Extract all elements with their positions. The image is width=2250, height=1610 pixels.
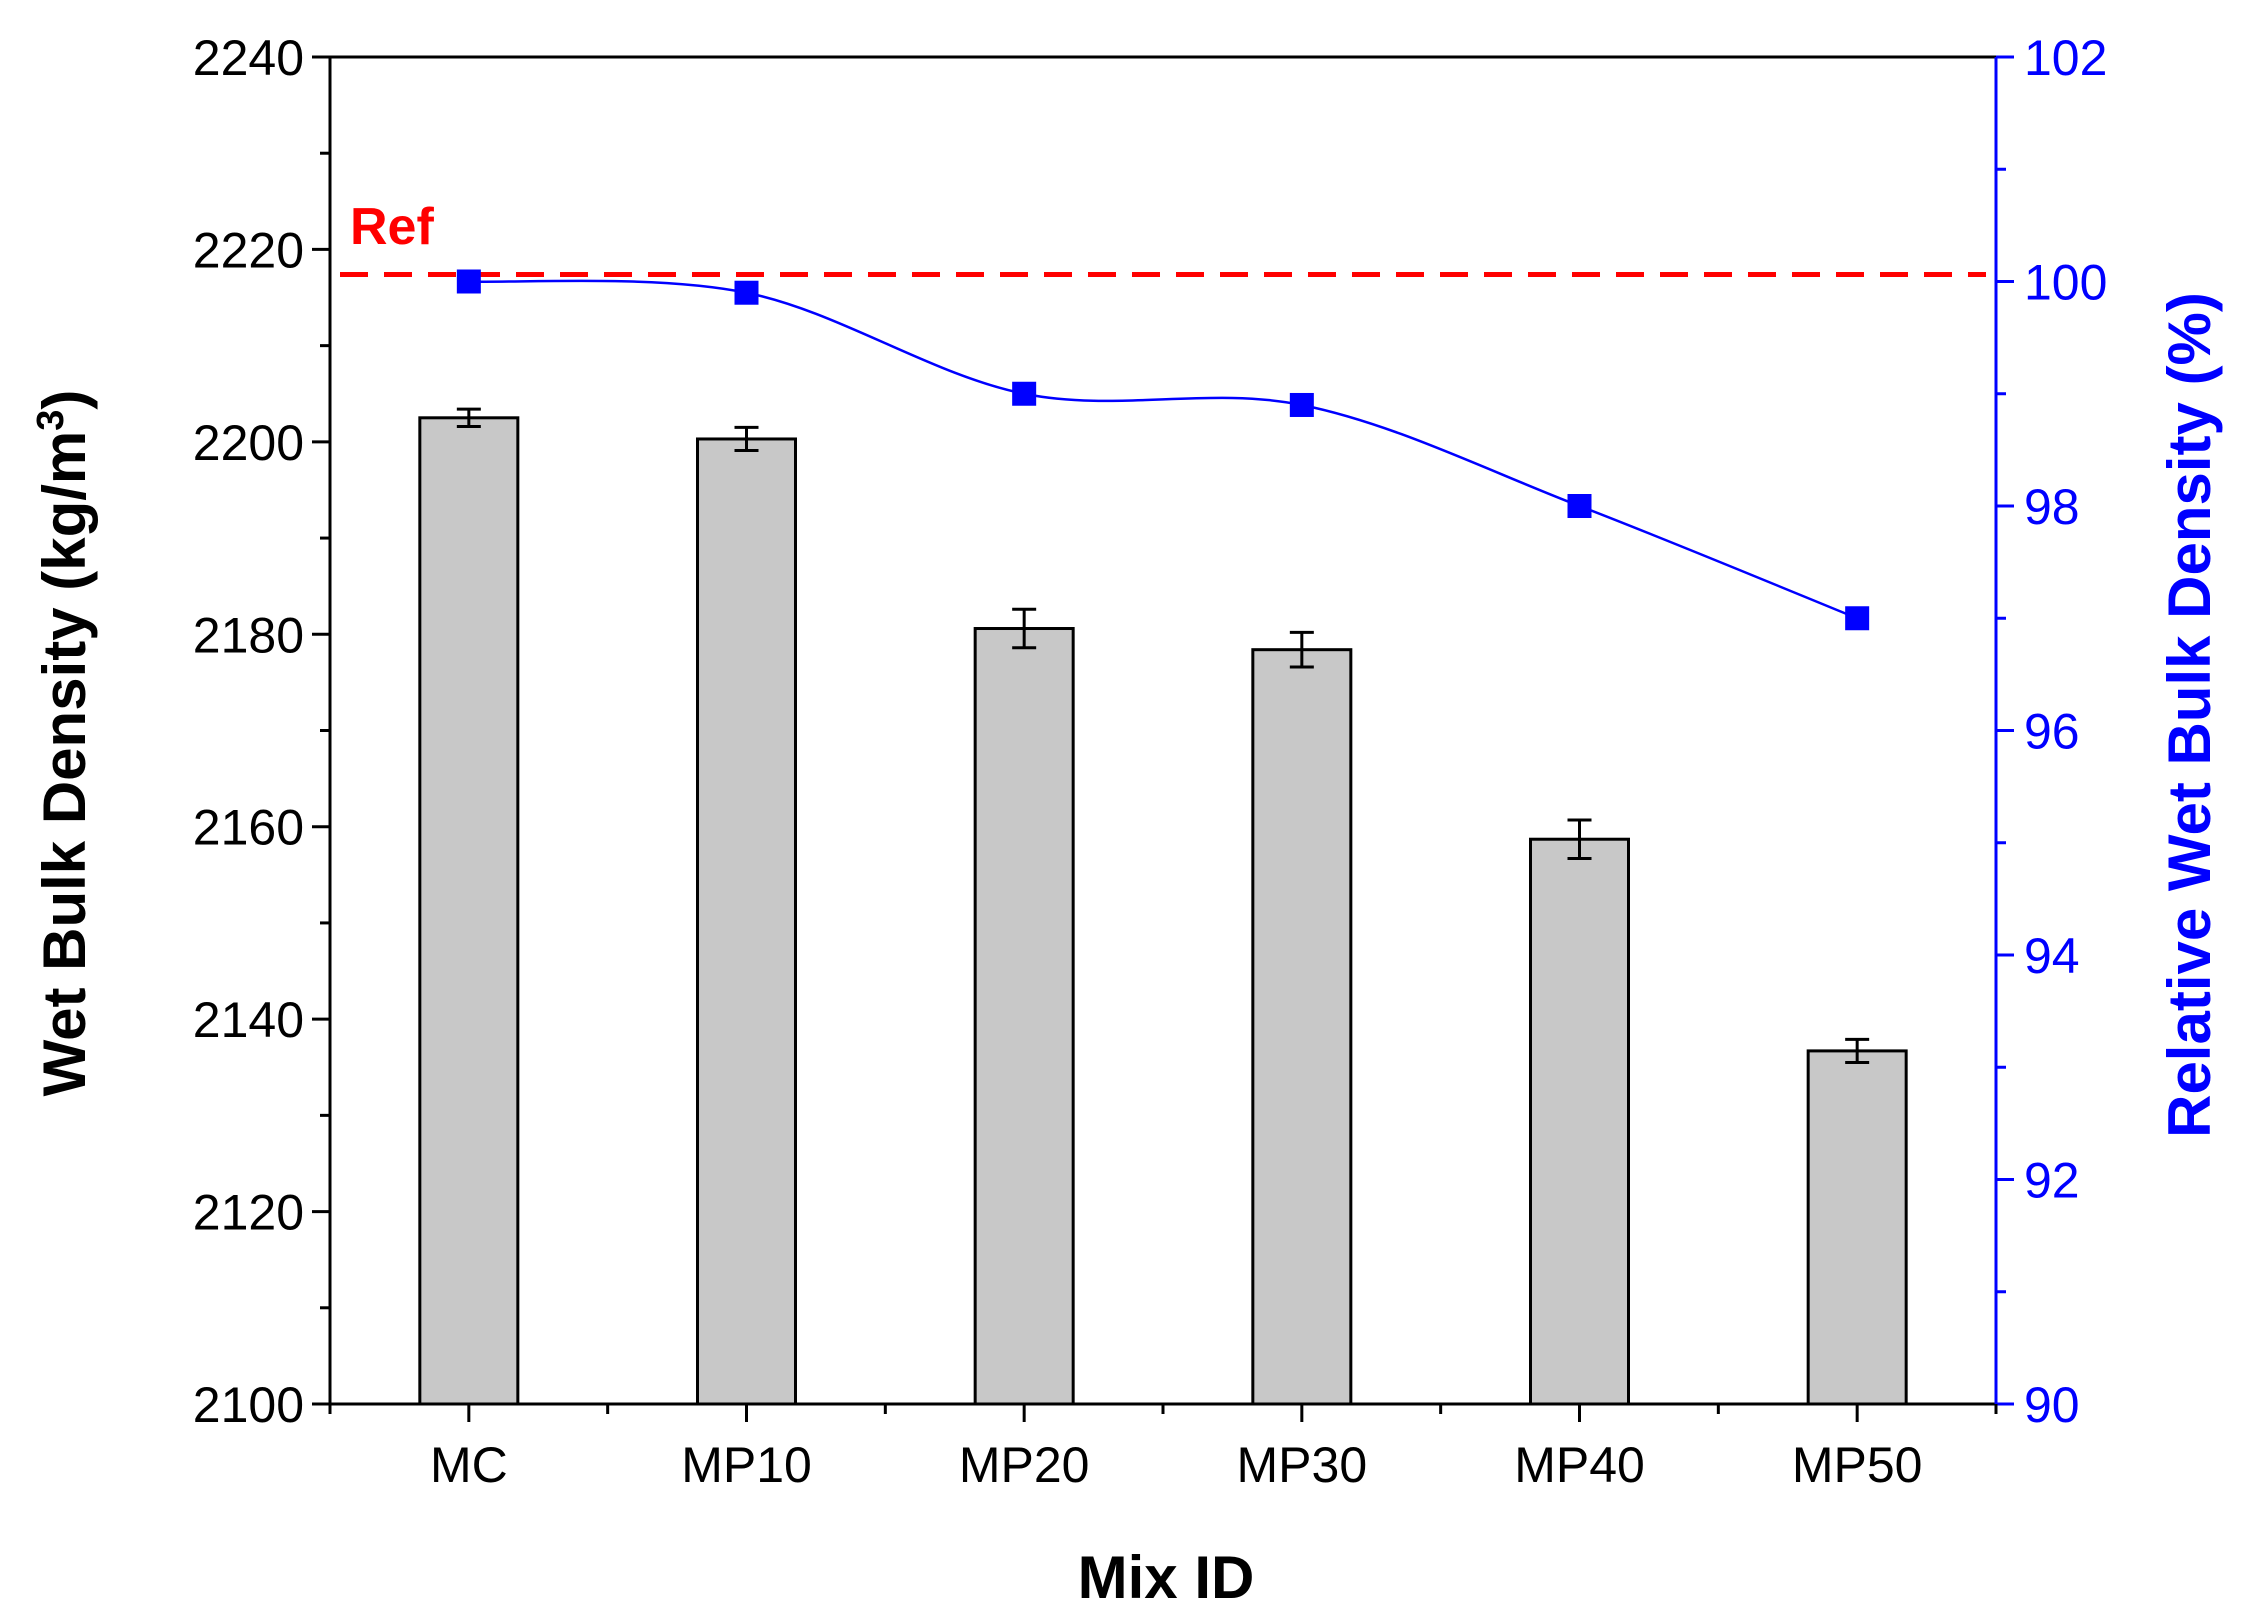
- x-tick-label: MP50: [1792, 1437, 1923, 1493]
- marker-mc: [456, 269, 481, 294]
- marker-mp10: [734, 280, 759, 305]
- y-axis-title-text: Wet Bulk Density (kg/m: [31, 431, 98, 1097]
- y2-tick-label: 98: [2024, 479, 2080, 535]
- y-tick-label: 2120: [193, 1185, 304, 1241]
- labels-layer: Mix ID Wet Bulk Density (kg/m3) Relative…: [30, 198, 2223, 1610]
- bar-mp30: [1251, 648, 1353, 1406]
- relative-line-layer: [456, 269, 1870, 631]
- x-tick-label: MC: [430, 1437, 508, 1493]
- x-tick-label: MP10: [681, 1437, 812, 1493]
- y-tick-label: 2220: [193, 222, 304, 278]
- y-tick-label: 2180: [193, 607, 304, 663]
- error-bars-layer: [456, 407, 1870, 1064]
- error-bar-mp40: [1567, 818, 1592, 860]
- y2-axis-title: Relative Wet Bulk Density (%): [2156, 292, 2223, 1138]
- y-tick-label: 2200: [193, 415, 304, 471]
- y2-tick-label: 92: [2024, 1153, 2080, 1209]
- y-tick-label: 2160: [193, 800, 304, 856]
- y-tick-label: 2240: [193, 30, 304, 86]
- bars-layer: [418, 416, 1908, 1406]
- error-bar-mp20: [1012, 607, 1037, 650]
- y2-tick-label: 96: [2024, 704, 2080, 760]
- y-axis-title: Wet Bulk Density (kg/m3): [30, 390, 98, 1097]
- y2-tick-label: 90: [2024, 1377, 2080, 1433]
- axes-layer: 2100 2120 2140 2160 2180 2200 2220 2240 90 92 94 96…: [193, 30, 2108, 1493]
- y-tick-label: 2100: [193, 1377, 304, 1433]
- x-axis-title: Mix ID: [1078, 1544, 1255, 1610]
- bar-mc: [418, 416, 520, 1406]
- marker-mp40: [1567, 494, 1592, 518]
- error-bar-mp30: [1289, 630, 1314, 669]
- y2-tick-label: 102: [2024, 30, 2107, 86]
- error-bar-mc: [456, 407, 481, 428]
- y-axis-title-superscript: 3: [30, 410, 72, 431]
- relative-density-line: [468, 279, 1858, 620]
- x-tick-label: MP20: [959, 1437, 1090, 1493]
- error-bar-mp50: [1845, 1037, 1870, 1064]
- marker-mp30: [1289, 392, 1314, 417]
- y-tick-label: 2140: [193, 992, 304, 1048]
- x-tick-label: MP40: [1514, 1437, 1645, 1493]
- marker-mp50: [1845, 606, 1870, 631]
- x-tick-label: MP30: [1237, 1437, 1368, 1493]
- reference-label: Ref: [350, 198, 434, 256]
- y2-tick-label: 94: [2024, 928, 2080, 984]
- bar-mp20: [973, 627, 1075, 1406]
- error-bar-mp10: [734, 425, 759, 453]
- y2-tick-label: 100: [2024, 255, 2107, 311]
- bar-mp50: [1806, 1049, 1908, 1406]
- y-axis-title-close: ): [31, 390, 98, 410]
- bar-mp40: [1529, 837, 1630, 1406]
- marker-mp20: [1012, 381, 1037, 406]
- bar-mp10: [696, 437, 797, 1406]
